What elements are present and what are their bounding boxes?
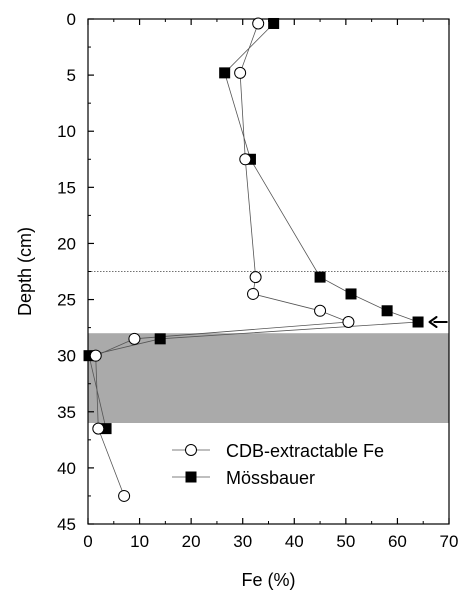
cdb-point	[89, 349, 102, 362]
y-tick-label: 10	[57, 122, 76, 141]
y-tick-label: 20	[57, 234, 76, 253]
y-tick-label: 45	[57, 515, 76, 534]
shaded-band	[88, 333, 449, 423]
y-tick-label: 5	[67, 66, 76, 85]
x-tick-label: 40	[285, 532, 304, 551]
cdb-point	[252, 17, 265, 30]
x-tick-label: 60	[388, 532, 407, 551]
cdb-point	[118, 489, 131, 502]
legend-label-cdb: CDB-extractable Fe	[226, 441, 384, 461]
cdb-point	[342, 316, 355, 328]
cdb-point	[92, 422, 105, 435]
y-tick-label: 30	[57, 347, 76, 366]
series-lines-layer	[88, 23, 419, 497]
y-tick-label: 35	[57, 403, 76, 422]
mossbauer-point	[381, 305, 393, 317]
mossbauer-point	[412, 316, 424, 328]
cdb-point	[239, 153, 252, 166]
mossbauer-series-line	[88, 23, 419, 429]
cdb-point	[234, 66, 247, 79]
x-tick-label: 20	[182, 532, 201, 551]
legend: CDB-extractable Fe Mössbauer	[172, 441, 384, 488]
mossbauer-point	[154, 333, 166, 345]
y-tick-label: 25	[57, 291, 76, 310]
x-tick-label: 30	[233, 532, 252, 551]
legend-marker-circle	[185, 444, 197, 456]
cdb-series-line	[95, 23, 349, 497]
mossbauer-point	[83, 350, 95, 362]
shaded-band-layer	[88, 333, 449, 423]
y-axis-title: Depth (cm)	[15, 227, 35, 316]
mossbauer-point	[219, 67, 231, 79]
legend-marker-square	[185, 471, 197, 483]
y-tick-label: 40	[57, 459, 76, 478]
arrow-left-icon	[428, 316, 438, 328]
y-tick-label: 15	[57, 178, 76, 197]
x-tick-label: 0	[83, 532, 92, 551]
x-tick-label: 70	[440, 532, 459, 551]
cdb-point	[314, 304, 327, 317]
mossbauer-point	[314, 271, 326, 283]
mossbauer-point	[345, 288, 357, 300]
mossbauer-point	[100, 423, 112, 435]
cdb-point	[249, 271, 262, 284]
y-tick-label: 0	[67, 10, 76, 29]
series-points-layer	[83, 17, 424, 502]
x-tick-label: 10	[130, 532, 149, 551]
x-tick-label: 50	[336, 532, 355, 551]
annotation-layer	[428, 316, 448, 328]
legend-label-mossbauer: Mössbauer	[226, 468, 315, 488]
cdb-point	[128, 332, 141, 345]
cdb-point	[247, 287, 260, 300]
x-axis-title: Fe (%)	[242, 570, 296, 590]
mossbauer-point	[268, 17, 280, 29]
